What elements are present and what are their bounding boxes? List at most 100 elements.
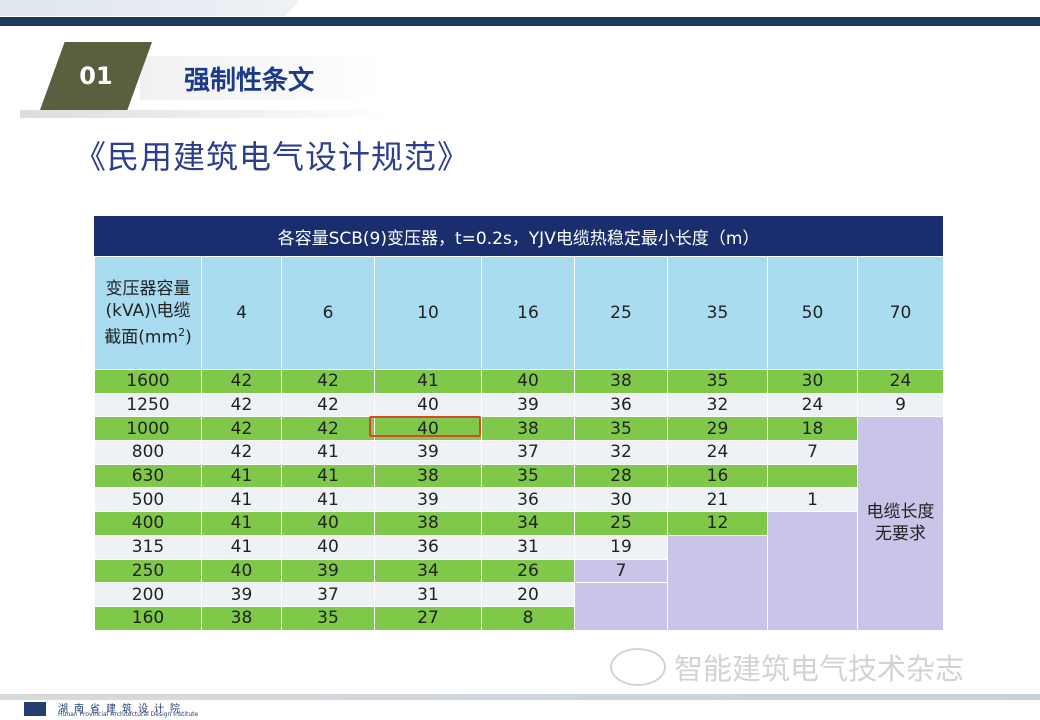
table-row: 250 40 39 34 26 7: [94, 558, 944, 584]
value-cell: 41: [281, 440, 375, 465]
institute-logo-icon: [24, 702, 46, 716]
column-header: 4: [201, 256, 282, 370]
no-requirement-note: 电缆长度 无要求: [857, 416, 944, 631]
value-cell: 41: [281, 487, 375, 513]
value-cell: 24: [857, 369, 944, 394]
table-row: 200 39 37 31 20: [94, 582, 944, 631]
capacity-cell: 800: [94, 440, 202, 465]
value-cell: 9: [857, 392, 944, 418]
note-line-1: 电缆长度: [866, 502, 935, 523]
watermark: 智能建筑电气技术杂志: [610, 646, 964, 688]
table-caption: 各容量SCB(9)变压器，t=0.2s，YJV电缆热稳定最小长度（m）: [94, 216, 943, 256]
value-cell: 18: [767, 416, 858, 442]
value-cell: 35: [574, 416, 668, 442]
table-row: 1000 42 42 40 38 35 29 18 电缆长度 无要求: [94, 416, 944, 631]
table-row: 1600 42 42 41 40 38 35 30 24: [94, 369, 944, 394]
capacity-cell: 200: [94, 582, 202, 607]
capacity-cell: 1600: [94, 369, 202, 394]
value-cell: 41: [201, 534, 282, 560]
value-cell: 32: [574, 440, 668, 465]
note-line-2: 无要求: [875, 524, 926, 545]
value-cell: 42: [281, 392, 375, 418]
value-cell: 41: [201, 463, 282, 489]
page-title: 《民用建筑电气设计规范》: [74, 138, 471, 176]
table-row: 500 41 41 39 36 30 21 1: [94, 487, 944, 513]
value-cell: 20: [481, 582, 575, 607]
value-cell: 16: [667, 463, 768, 489]
empty-cell: [767, 511, 858, 631]
empty-cell: [667, 534, 768, 631]
footer-line: [0, 694, 1040, 700]
corner-label-close: ): [185, 327, 192, 348]
value-cell: 19: [574, 534, 668, 560]
table-header-row: 变压器容量 (kVA)\电缆 截面(mm2) 4 6 10 16 25 35 5…: [94, 256, 944, 370]
table-row: 315 41 40 36 31 19: [94, 534, 944, 631]
value-cell: 36: [574, 392, 668, 418]
capacity-cell: 1250: [94, 392, 202, 418]
capacity-cell: 630: [94, 463, 202, 489]
section-number-badge: 01: [40, 42, 152, 110]
corner-label-line-1: 变压器容量: [105, 278, 191, 299]
value-cell: 1: [767, 487, 858, 513]
value-cell: 41: [201, 511, 282, 536]
value-cell: 41: [281, 463, 375, 489]
top-dark-band: [0, 17, 1040, 26]
value-cell: 30: [574, 487, 668, 513]
capacity-cell: 1000: [94, 416, 202, 442]
value-cell: 30: [767, 369, 858, 394]
value-cell: 42: [201, 369, 282, 394]
value-cell: 37: [481, 440, 575, 465]
top-light-band: [0, 0, 300, 16]
value-cell: 39: [481, 392, 575, 418]
value-cell: [767, 463, 858, 489]
value-cell: 24: [767, 392, 858, 418]
column-header: 16: [481, 256, 575, 370]
value-cell: 35: [481, 463, 575, 489]
value-cell: 41: [374, 369, 482, 394]
watermark-text: 智能建筑电气技术杂志: [674, 652, 965, 686]
value-cell: 36: [374, 534, 482, 560]
column-header: 10: [374, 256, 482, 370]
column-header: 25: [574, 256, 668, 370]
value-cell: 42: [281, 416, 375, 442]
value-cell: 40: [201, 558, 282, 584]
value-cell: 40: [481, 369, 575, 394]
value-cell: 34: [374, 558, 482, 584]
table-row: 1250 42 42 40 39 36 32 24 9: [94, 392, 944, 418]
value-cell: 38: [574, 369, 668, 394]
highlight-box: [369, 416, 481, 437]
table-row: 160 38 35 27 8: [94, 605, 944, 631]
corner-label-line-3: 截面(mm2): [95, 322, 201, 349]
value-cell: 40: [281, 511, 375, 536]
value-cell: 35: [281, 605, 375, 631]
capacity-cell: 250: [94, 558, 202, 584]
section-shadow: [20, 110, 390, 118]
wechat-icon: [610, 648, 666, 686]
value-cell: 31: [481, 534, 575, 560]
capacity-cell: 500: [94, 487, 202, 513]
corner-label-sup: 2: [178, 325, 186, 339]
value-cell: 42: [201, 392, 282, 418]
capacity-cell: 400: [94, 511, 202, 536]
empty-cell: [574, 582, 668, 631]
column-header: 50: [767, 256, 858, 370]
value-cell: 26: [481, 558, 575, 584]
table-row: 400 41 40 38 34 25 12: [94, 511, 944, 631]
footer-org-en: Hunan Provincial Architectural Design In…: [58, 711, 199, 718]
section-title: 强制性条文: [184, 66, 315, 96]
capacity-cell: 315: [94, 534, 202, 560]
value-cell: 38: [374, 463, 482, 489]
table-row: 630 41 41 38 35 28 16: [94, 463, 944, 489]
cable-length-table: 各容量SCB(9)变压器，t=0.2s，YJV电缆热稳定最小长度（m） 变压器容…: [94, 216, 944, 631]
value-cell: 39: [201, 582, 282, 607]
value-cell: 42: [281, 369, 375, 394]
value-cell: 35: [667, 369, 768, 394]
value-cell: 36: [481, 487, 575, 513]
top-decoration-bar: [0, 0, 1040, 30]
value-cell: 8: [481, 605, 575, 631]
value-cell: 7: [767, 440, 858, 465]
value-cell: 42: [201, 440, 282, 465]
corner-header-cell: 变压器容量 (kVA)\电缆 截面(mm2): [94, 256, 202, 370]
value-cell: 7: [574, 558, 668, 584]
value-cell: 25: [574, 511, 668, 536]
